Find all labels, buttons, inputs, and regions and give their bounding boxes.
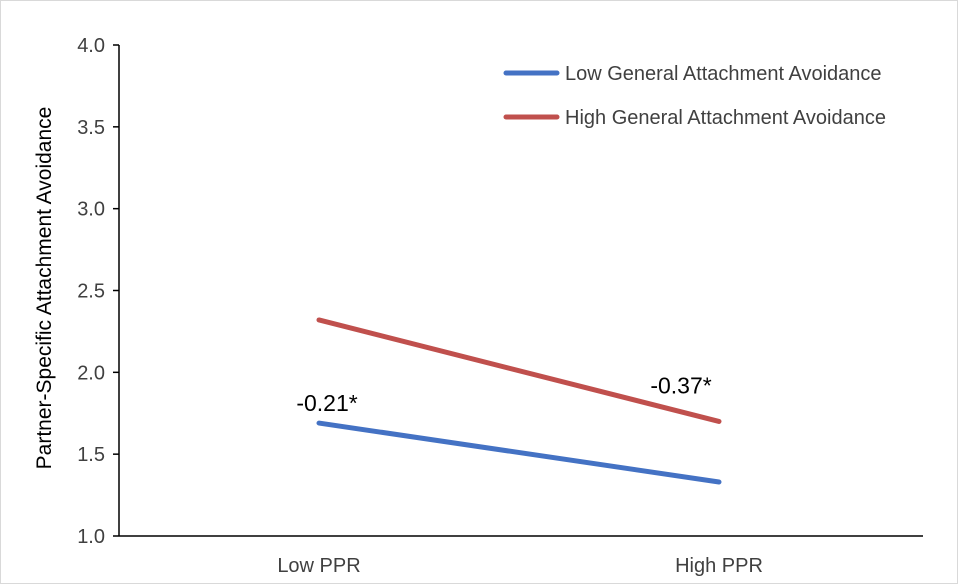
- slope-label-high: -0.37*: [650, 372, 711, 398]
- y-tick-label: 3.0: [77, 199, 105, 221]
- legend-label: Low General Attachment Avoidance: [565, 63, 882, 85]
- x-tick-label: High PPR: [675, 555, 763, 577]
- y-tick-label: 3.5: [77, 117, 105, 139]
- legend-label: High General Attachment Avoidance: [565, 107, 886, 129]
- series-line-high-general-avoidance: [316, 317, 722, 424]
- x-tick-label: Low PPR: [277, 555, 360, 577]
- y-axis: 1.0 1.5 2.0 2.5 3.0 3.5 4.0: [77, 35, 120, 548]
- y-tick-label: 1.0: [77, 526, 105, 548]
- legend: Low General Attachment Avoidance High Gen…: [503, 63, 886, 129]
- slope-label-low: -0.21*: [296, 390, 357, 416]
- y-tick-label: 1.5: [77, 444, 105, 466]
- y-tick-label: 2.5: [77, 281, 105, 303]
- y-tick-label: 2.0: [77, 362, 105, 384]
- data-labels: -0.21* -0.37*: [296, 372, 711, 416]
- y-tick-label: 4.0: [77, 35, 105, 57]
- plot-series: [316, 317, 722, 485]
- x-axis: Low PPR High PPR: [119, 535, 923, 577]
- y-axis-title: Partner-Specific Attachment Avoidance: [33, 107, 56, 470]
- series-line-low-general-avoidance: [316, 420, 722, 485]
